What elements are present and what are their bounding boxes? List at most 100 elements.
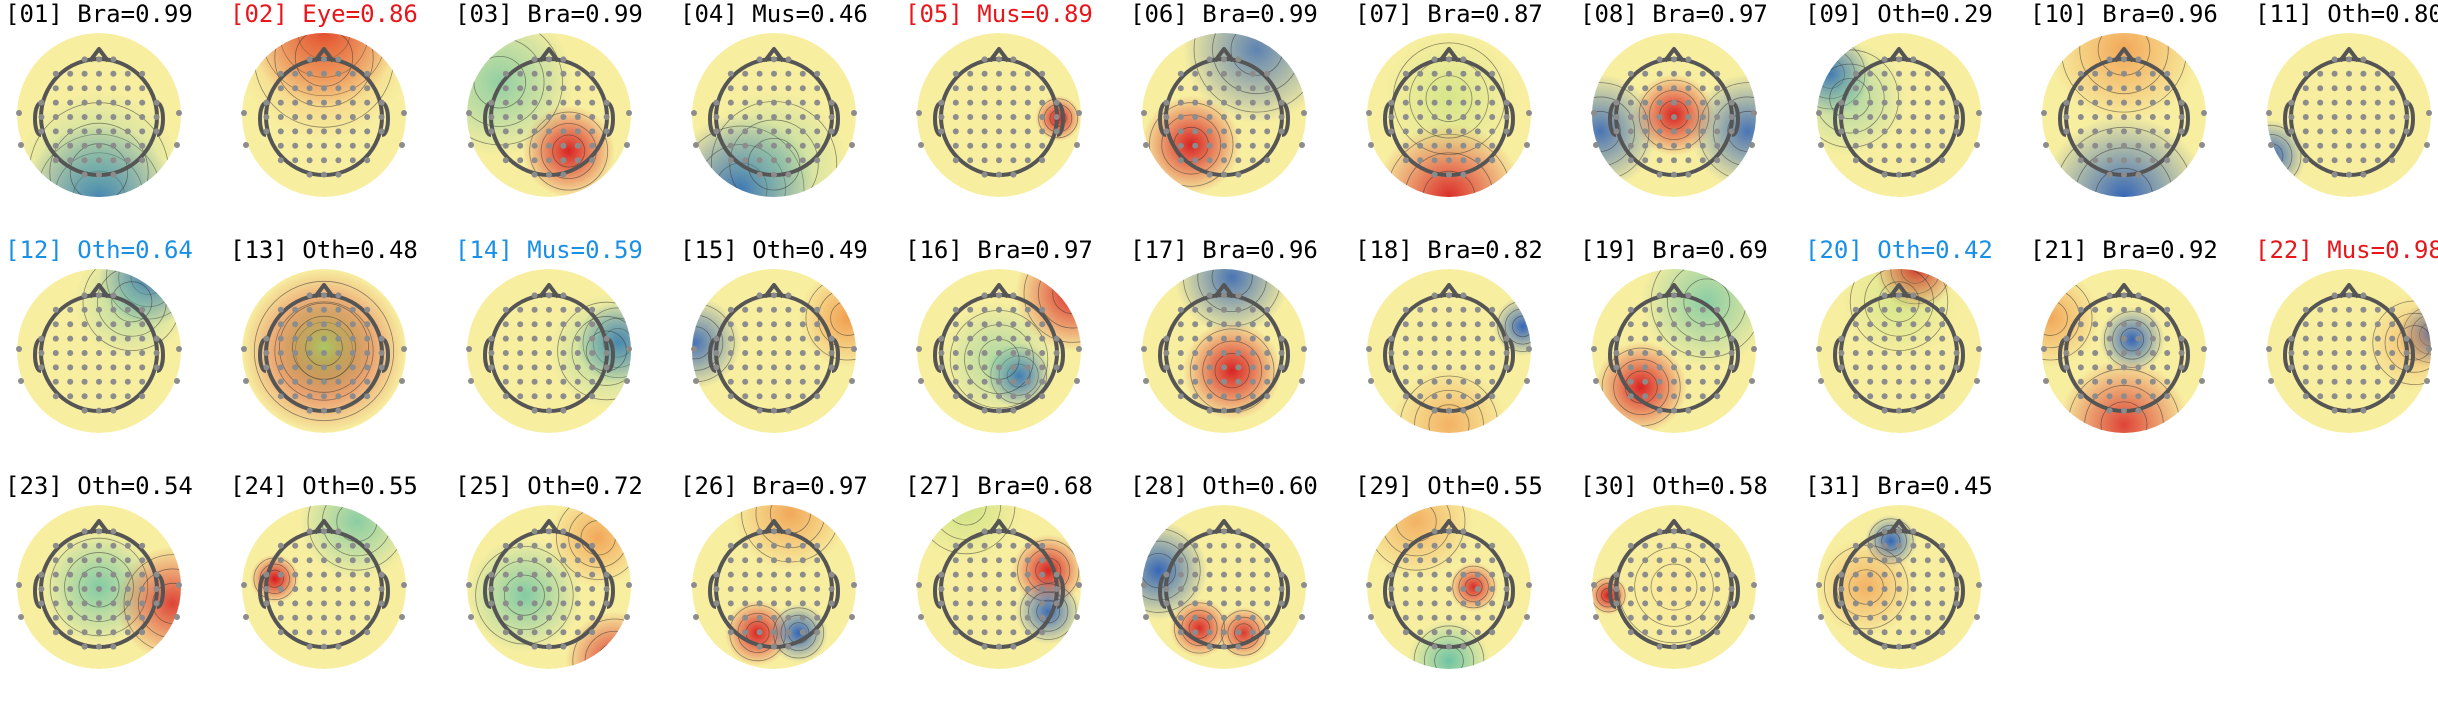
topomap <box>915 267 1083 435</box>
electrode <box>38 99 45 106</box>
component-label: [02] Eye=0.86 <box>230 0 418 28</box>
electrode <box>1249 350 1256 356</box>
electrode <box>756 528 763 535</box>
electrode <box>1010 99 1017 106</box>
electrode <box>1881 586 1888 592</box>
component-id: [29] <box>1355 472 1413 500</box>
electrode <box>292 557 299 564</box>
electrode <box>1867 586 1874 592</box>
electrode <box>1728 571 1735 578</box>
electrode <box>2135 171 2142 178</box>
electrode <box>1910 600 1917 607</box>
electrode <box>1685 335 1692 342</box>
electrode <box>1489 157 1496 164</box>
electrode <box>2317 114 2324 120</box>
electrode <box>1460 393 1467 400</box>
electrode <box>996 557 1002 564</box>
electrode <box>321 321 327 328</box>
electrode <box>124 85 131 92</box>
electrode <box>1896 335 1902 342</box>
electrode <box>110 350 117 356</box>
electrode <box>263 600 270 607</box>
electrode <box>1953 364 1960 371</box>
electrode <box>1024 157 1031 164</box>
electrode <box>67 335 74 342</box>
electrode <box>1141 346 1147 352</box>
electrode <box>2360 157 2367 164</box>
electrode <box>1503 586 1510 592</box>
electrode <box>2092 378 2099 385</box>
electrode <box>624 614 630 620</box>
electrode <box>364 364 371 371</box>
electrode <box>1699 378 1706 385</box>
electrode <box>2331 292 2338 299</box>
electrode <box>1206 364 1213 371</box>
topomap <box>465 503 633 671</box>
electrode <box>517 378 524 385</box>
electrode <box>1221 364 1227 371</box>
electrode <box>1431 614 1438 621</box>
electrode <box>1177 600 1184 607</box>
electrode <box>321 378 327 385</box>
electrode <box>785 571 792 578</box>
electrode <box>1671 378 1677 385</box>
electrode <box>2135 99 2142 106</box>
component-class: Oth <box>1202 472 1246 500</box>
electrode <box>1264 557 1271 564</box>
electrode <box>2302 321 2309 328</box>
nose <box>1663 283 1685 299</box>
electrode <box>981 70 988 77</box>
electrode <box>1460 306 1467 313</box>
topomap-cell: [01] Bra=0.99 <box>5 0 230 236</box>
electrode <box>1235 557 1242 564</box>
electrode <box>1206 114 1213 120</box>
electrode <box>814 600 821 607</box>
electrode <box>1910 393 1917 400</box>
electrode <box>1278 600 1285 607</box>
electrode <box>2121 157 2127 164</box>
electrode <box>243 614 249 620</box>
electrode <box>1489 335 1496 342</box>
electrode <box>849 614 855 620</box>
electrode <box>52 128 59 135</box>
electrode <box>1896 99 1902 106</box>
electrode <box>1838 128 1845 135</box>
electrode <box>1235 571 1242 578</box>
electrode <box>574 542 581 549</box>
electrode <box>1431 128 1438 135</box>
electrode <box>1235 56 1242 63</box>
electrode <box>241 346 247 352</box>
electrode <box>1301 346 1307 352</box>
electrode <box>67 99 74 106</box>
electrode <box>2063 350 2070 356</box>
electrode <box>2331 306 2338 313</box>
electrode <box>18 378 24 384</box>
electrode <box>2135 114 2142 120</box>
electrode <box>756 321 763 328</box>
electrode <box>2346 292 2352 299</box>
electrode <box>938 586 945 592</box>
electrode <box>1881 321 1888 328</box>
electrode <box>2374 378 2381 385</box>
topomap-cell: [22] Mus=0.98 <box>2255 236 2438 472</box>
electrode <box>153 364 160 371</box>
electrode <box>1910 142 1917 149</box>
electrode <box>952 114 959 120</box>
electrode <box>1206 393 1213 400</box>
electrode <box>574 335 581 342</box>
electrode <box>574 393 581 400</box>
electrode <box>1852 321 1859 328</box>
electrode <box>2106 407 2113 414</box>
electrode <box>110 393 117 400</box>
electrode <box>1249 321 1256 328</box>
electrode <box>1881 292 1888 299</box>
component-id: [31] <box>1805 472 1863 500</box>
electrode <box>2092 335 2099 342</box>
electrode <box>139 629 146 636</box>
contour-line <box>473 55 527 109</box>
electrode <box>727 85 734 92</box>
electrode <box>517 571 524 578</box>
electrode <box>1627 557 1634 564</box>
electrode <box>771 528 777 535</box>
electrode <box>1388 600 1395 607</box>
